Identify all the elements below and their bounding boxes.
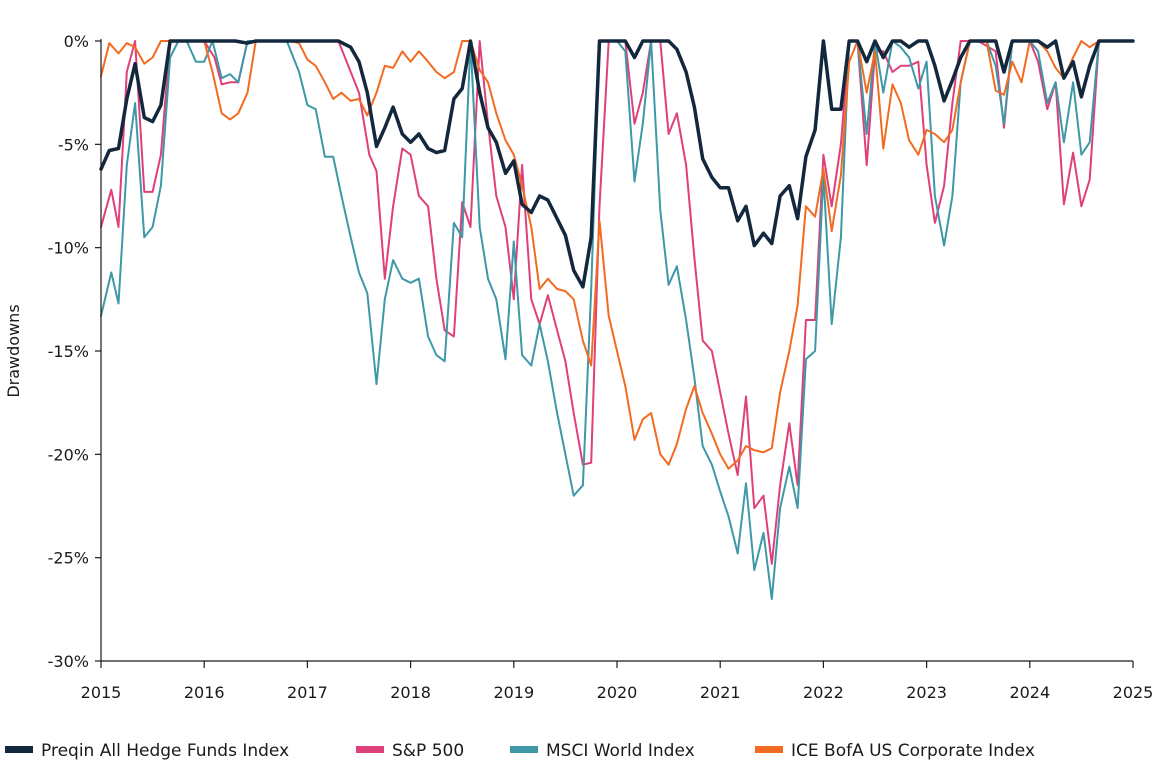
y-tick-label: -5% [58,135,89,154]
legend-swatch-msci-world-index [510,746,538,753]
legend-label-preqin-all-hedge-funds-index: Preqin All Hedge Funds Index [41,741,289,761]
x-tick-label: 2022 [803,683,844,702]
y-tick-label: -25% [48,549,89,568]
x-axis-ticks: 2015 2016 2017 2018 2019 2020 2021 2022 2023 2024… [81,661,1154,702]
series-line-preqin-all-hedge-funds-index [99,39,1135,289]
y-tick-label: -15% [48,342,89,361]
series-line-msci-world-index [100,40,1134,600]
x-tick-label: 2019 [493,683,534,702]
x-tick-label: 2024 [1009,683,1050,702]
x-tick-label: 2025 [1113,683,1154,702]
y-axis-title: Drawdowns [4,304,23,397]
x-tick-label: 2015 [81,683,122,702]
x-tick-label: 2021 [700,683,741,702]
y-tick-label: -30% [48,652,89,671]
legend-label-ice-bofa-us-corporate-index: ICE BofA US Corporate Index [791,741,1035,761]
legend-swatch-ice-bofa-us-corporate-index [755,746,783,753]
series-line-s-p-500 [100,40,1134,565]
legend: Preqin All Hedge Funds Index S&P 500 MSCI … [5,741,1035,761]
x-tick-label: 2016 [184,683,225,702]
x-tick-label: 2017 [287,683,328,702]
y-tick-label: -10% [48,239,89,258]
legend-label-s-p-500: S&P 500 [392,741,464,761]
x-tick-label: 2023 [906,683,947,702]
y-tick-label: -20% [48,445,89,464]
y-axis-ticks: 0% -5% -10% -15% -20% -25% -30% [48,32,101,671]
series-layer [99,39,1135,600]
x-tick-label: 2020 [597,683,638,702]
y-tick-label: 0% [64,32,89,51]
legend-label-msci-world-index: MSCI World Index [546,741,695,761]
legend-swatch-preqin-all-hedge-funds-index [5,746,33,753]
series-line-ice-bofa-us-corporate-index [100,40,1134,470]
x-tick-label: 2018 [390,683,431,702]
legend-swatch-s-p-500 [356,746,384,753]
